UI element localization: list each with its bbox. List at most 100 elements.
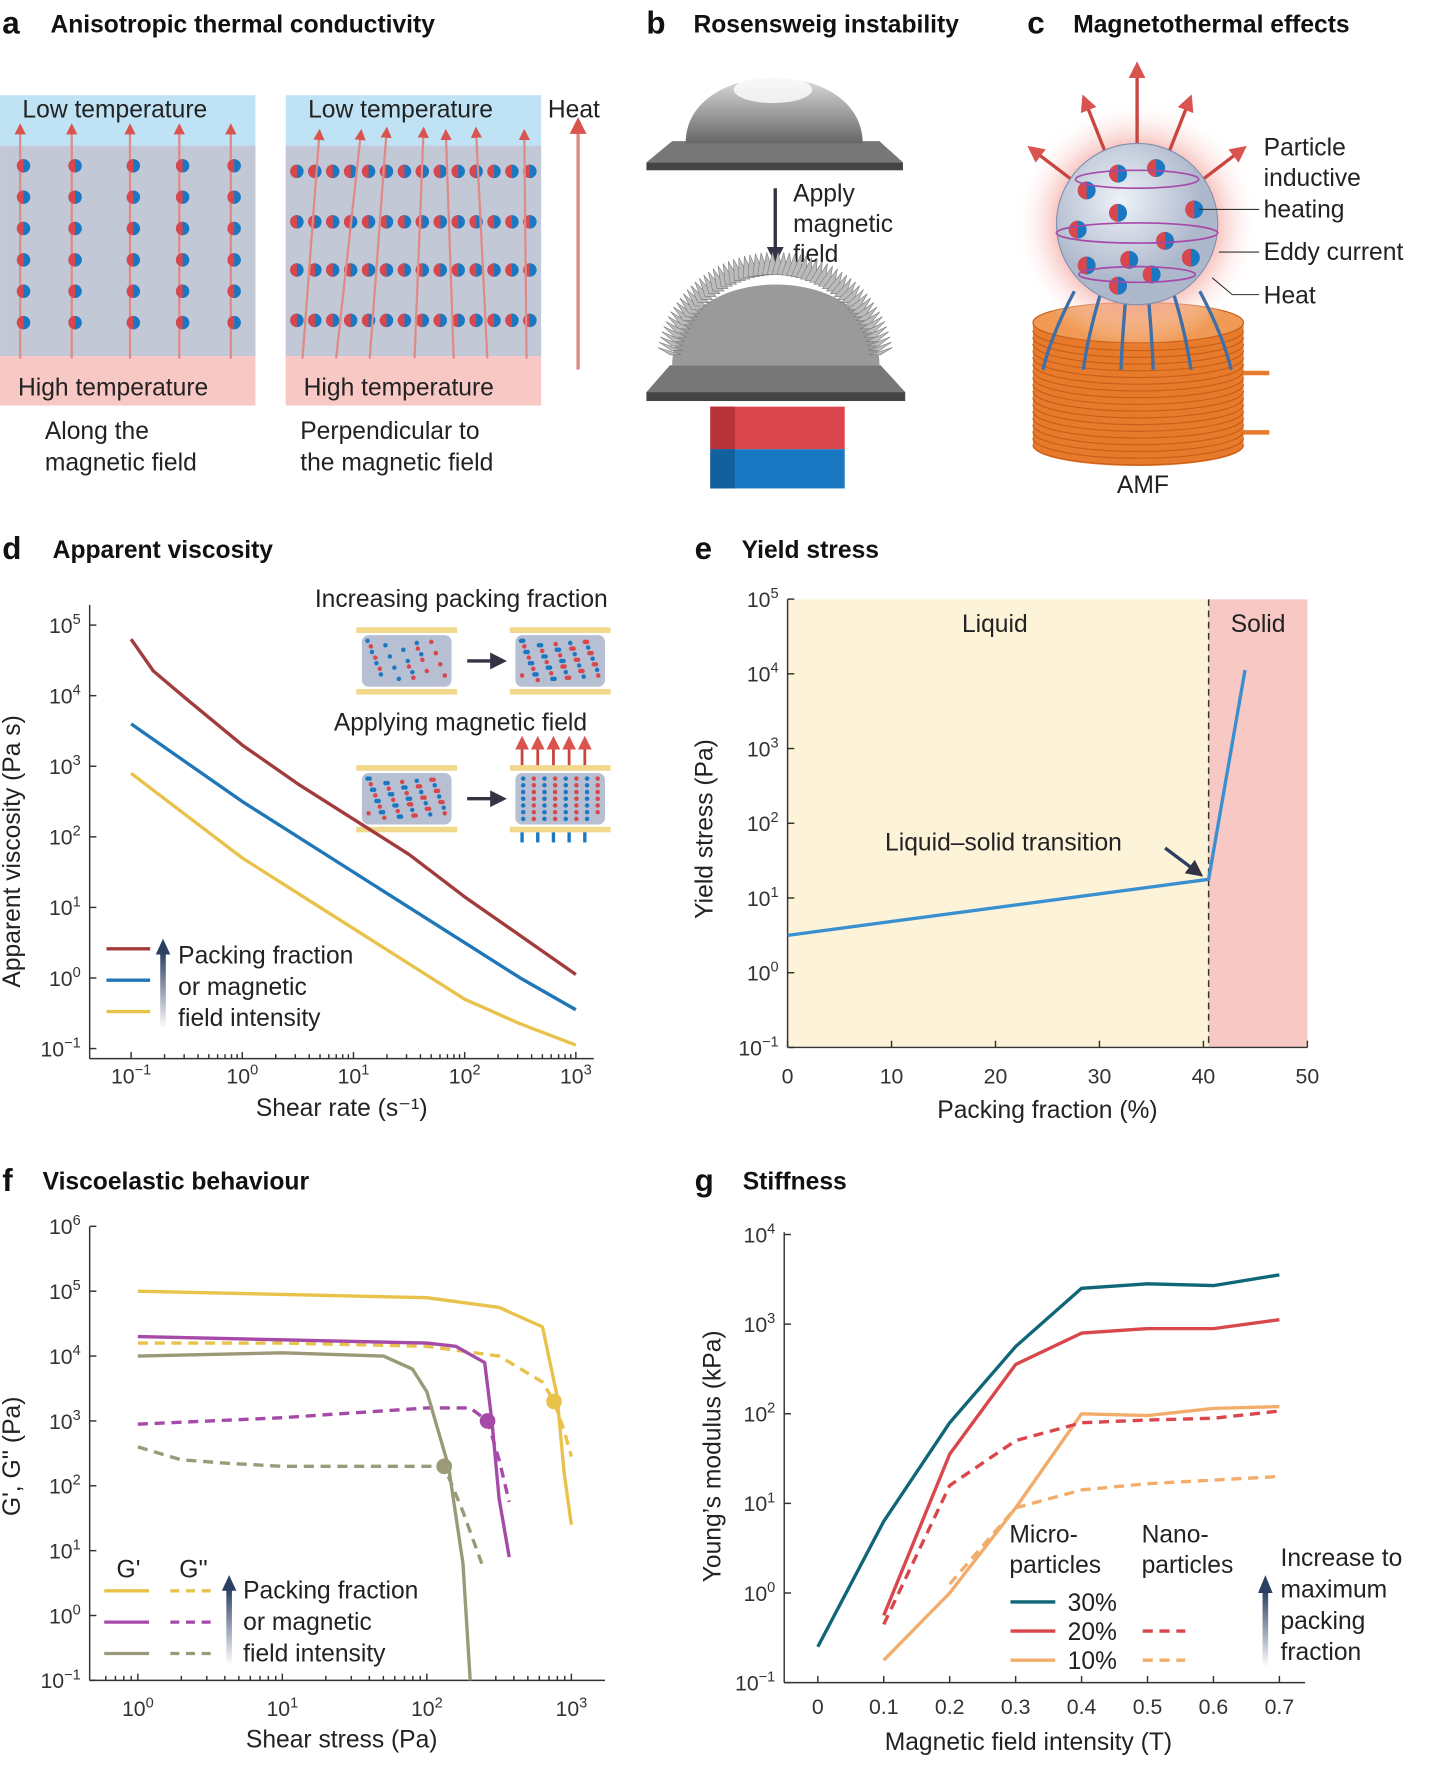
particle-icon [1120,250,1139,269]
crossover-point [546,1393,562,1410]
up-arrow-icon [160,952,166,1029]
tick-label: 102 [449,1062,481,1088]
legend-gprime-label: G' [117,1556,141,1583]
tick-label: 101 [49,1538,81,1564]
tick-label: 101 [266,1695,298,1721]
panel-e: e Yield stress 10−1100101102103104105Pac… [692,531,1320,1124]
tick-exponent: 4 [73,1343,81,1359]
heat-arrow-icon [413,126,429,359]
particle-half [1109,203,1119,222]
particle-half [415,313,423,328]
coil-turn [1032,404,1245,426]
particle-half [361,164,369,179]
particle [365,638,370,644]
spike [833,278,852,297]
particle [367,776,372,781]
particle-icon [451,164,465,179]
spike [658,341,683,351]
tick-label: 102 [747,810,779,836]
panel-letter: c [1027,6,1044,41]
particle-half [487,313,495,328]
particle-icon [469,164,483,179]
particle [417,784,423,789]
legend-gdoubleprime-label: G'' [179,1556,208,1583]
tick-exponent: 2 [771,810,779,826]
particle-icon [379,313,394,328]
tick-label: 10 [880,1064,904,1088]
particle-icon [1185,200,1204,219]
legend-label: or magnetic [243,1609,372,1636]
nano-label: Nano- [1142,1522,1209,1549]
coil-turn [1032,424,1245,446]
particle-icon [16,159,31,173]
particle [401,647,406,652]
series-line-G--low [137,1351,472,1681]
particle-half [126,159,134,173]
particle-icon [469,263,483,277]
particle [542,776,547,781]
particle [584,796,590,801]
particle [531,803,537,808]
heat-arrow-icon [470,126,489,359]
particle-half [175,315,183,330]
particle [563,816,569,822]
along-field-diagram: Low temperature High temperature [0,95,256,406]
particle-icon [487,313,501,328]
particle-icon [227,284,241,298]
amf-label: AMF [1117,472,1169,499]
particle-icon [126,315,141,330]
particle [520,816,526,822]
panel-g: g Stiffness 10−1100101102103104Magnetic … [695,1163,1403,1756]
panel-title: Magnetothermal effects [1073,11,1349,38]
tick-label: 104 [744,1221,776,1247]
particle-icon [505,313,519,328]
particle-half [175,221,183,236]
particle [520,809,526,815]
tick-label: 10−1 [40,1667,80,1693]
panel-title: Rosensweig instability [693,11,959,38]
tick-label: 40 [1192,1064,1216,1088]
particle-half [1142,265,1152,284]
spike [867,336,891,347]
particle [571,646,576,651]
coil-turn [1032,370,1245,392]
particle [561,658,566,664]
particle [575,657,581,663]
particle-icon [1142,265,1161,284]
tick-label: 104 [49,1343,81,1369]
particle-half [16,284,24,298]
tick-label: 104 [49,683,81,709]
particle [366,811,371,816]
particle-icon [126,159,141,173]
particle-half [379,313,387,328]
coil-turn [1032,417,1245,439]
legend-percent-label: 20% [1068,1619,1117,1646]
particle-half [126,253,134,267]
tick-exponent: 1 [290,1695,298,1711]
particle [413,813,418,818]
particle [552,776,558,781]
tick-exponent: 2 [767,1401,775,1417]
heat-label: Heat [1264,283,1316,310]
spike [849,297,872,314]
coil-turn [1032,444,1245,466]
ferrofluid-drop-icon [646,76,903,171]
micro-label: Micro- [1009,1522,1077,1549]
particle [590,656,595,661]
particle [376,798,381,804]
spike [868,341,892,351]
particle [548,671,554,676]
particle [419,789,424,795]
up-arrow-head [1258,1575,1273,1593]
legend-percent-label: 30% [1068,1590,1117,1617]
spike [857,311,881,325]
particle [432,783,437,788]
caption-perp-2: the magnetic field [300,450,493,477]
particle-icon [68,190,82,204]
particle-icon [505,215,519,229]
particle-half [397,313,405,328]
particle [566,675,572,680]
tick-exponent: −1 [759,1670,776,1686]
spike [864,326,888,338]
particle-icon [343,215,358,229]
